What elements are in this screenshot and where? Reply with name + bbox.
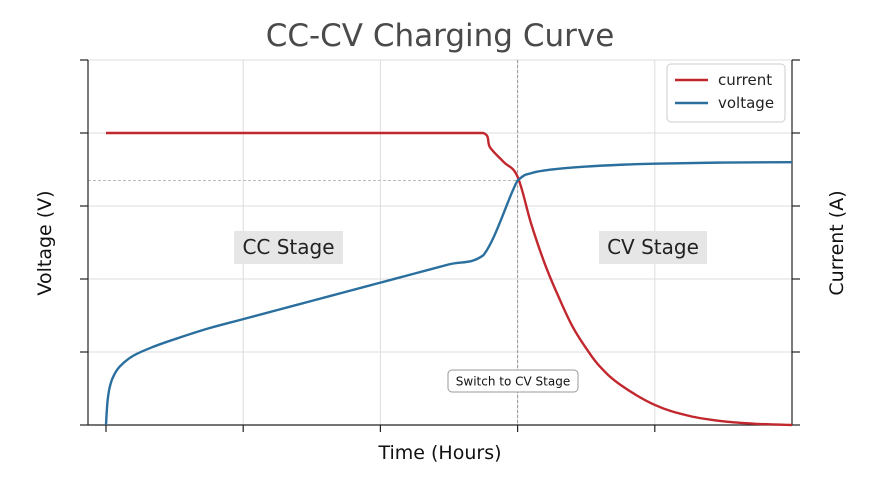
axes: [87, 60, 793, 426]
legend-current-label: current: [718, 71, 772, 89]
reference-lines: [88, 60, 519, 425]
switch-annotation: Switch to CV Stage: [447, 369, 579, 393]
axis-ticks: [80, 59, 800, 432]
cc-stage-label-text: CC Stage: [242, 235, 334, 259]
cv-stage-label: CV Stage: [599, 231, 707, 264]
voltage-series-line: [104, 161, 793, 426]
legend-voltage-label: voltage: [718, 94, 774, 112]
cv-stage-label-bg: [599, 231, 707, 264]
cc-stage-label-bg: [234, 231, 343, 264]
y-axis-right-label: Current (A): [826, 190, 848, 295]
legend: current voltage: [666, 63, 786, 123]
switch-annotation-text: Switch to CV Stage: [456, 375, 570, 389]
cv-stage-label-text: CV Stage: [607, 235, 699, 259]
switch-annotation-box: [447, 369, 579, 393]
y-axis-left-label: Voltage (V): [34, 190, 56, 295]
chart-title: CC-CV Charging Curve: [266, 18, 615, 54]
legend-box: [666, 63, 786, 123]
cc-stage-label: CC Stage: [234, 231, 343, 264]
series: [104, 131, 793, 427]
current-series-line: [106, 131, 793, 427]
x-axis-label: Time (Hours): [377, 442, 501, 464]
